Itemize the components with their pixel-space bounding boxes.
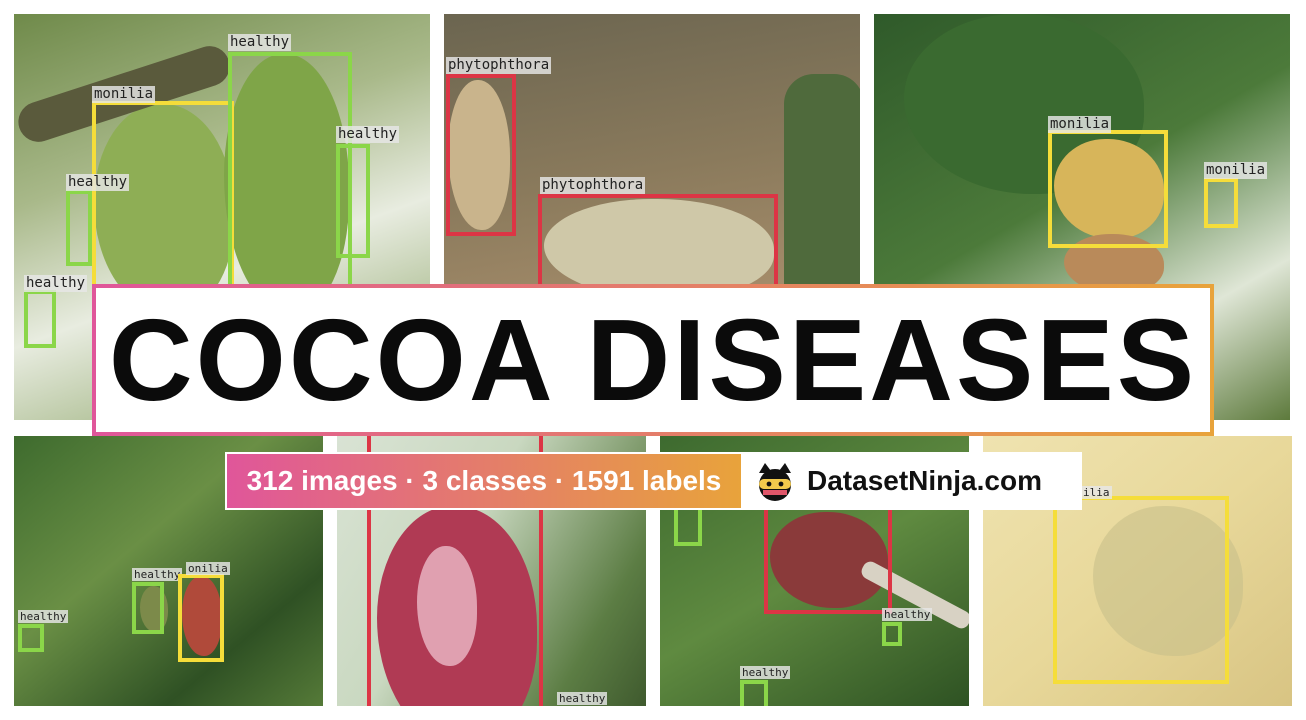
bbox-label: healthy [18,610,69,623]
bbox-label: monilia [1048,116,1112,133]
bbox-label: healthy [336,126,400,143]
bbox-label: healthy [882,608,933,621]
dataset-stats-badge: 312 images · 3 classes · 1591 labels [225,452,743,510]
brand-logo[interactable]: DatasetNinja.com [743,452,1082,510]
bbox-healthy [740,680,768,706]
bbox-phytophthora [446,74,516,236]
bbox-label: healthy [557,692,608,705]
bbox-healthy [132,582,164,634]
bbox-monilia [1204,178,1238,228]
title-banner: COCOA DISEASES [92,284,1214,436]
ninja-icon [753,459,797,503]
bbox-label: ilia [1081,486,1112,499]
page-title: COCOA DISEASES [108,295,1198,425]
bbox-label: phytophthora [540,177,646,194]
bbox-healthy [18,624,44,652]
bbox-label: healthy [228,34,292,51]
bbox-healthy [24,290,56,348]
brand-name: DatasetNinja.com [807,465,1042,496]
bbox-label: healthy [66,174,130,191]
bbox-healthy [882,622,902,646]
bbox-monilia [178,574,224,662]
bbox-label: phytophthora [446,57,552,74]
bbox-label: healthy [132,568,183,581]
bbox-label: monilia [1204,162,1268,179]
bbox-healthy [66,190,92,266]
bbox-phytophthora [367,436,543,706]
bbox-label: monilia [92,86,156,103]
sample-image-1: monilia healthy healthy healthy healthy [14,14,430,420]
dataset-stats-text: 312 images · 3 classes · 1591 labels [246,465,722,496]
bbox-monilia [1053,496,1229,684]
bbox-healthy [228,52,352,320]
bbox-label: healthy [24,275,88,292]
bbox-healthy [336,144,370,258]
bbox-label: healthy [740,666,791,679]
bbox-label: onilia [186,562,230,575]
bbox-monilia [1048,130,1168,248]
bbox-phytophthora [764,504,892,614]
bbox-healthy [674,506,702,546]
